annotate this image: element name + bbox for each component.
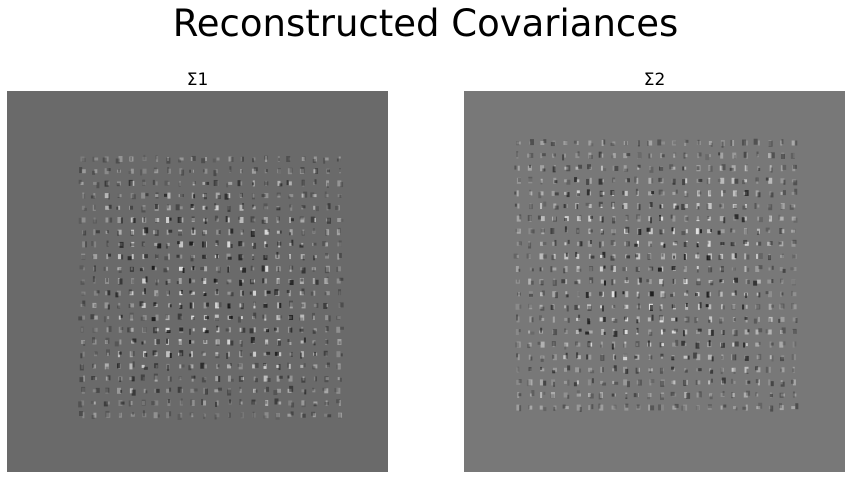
covariance-pattern [513, 138, 799, 412]
covariance-pattern [78, 154, 344, 421]
covariance-image-sigma1 [7, 91, 388, 472]
panel-title-sigma2: Σ2 [643, 70, 666, 90]
covariance-image-sigma2 [464, 91, 845, 472]
panel-title-sigma1: Σ1 [186, 70, 209, 90]
panel-background [7, 91, 388, 472]
panel-background [464, 91, 845, 472]
figure-title: Reconstructed Covariances [172, 2, 679, 45]
